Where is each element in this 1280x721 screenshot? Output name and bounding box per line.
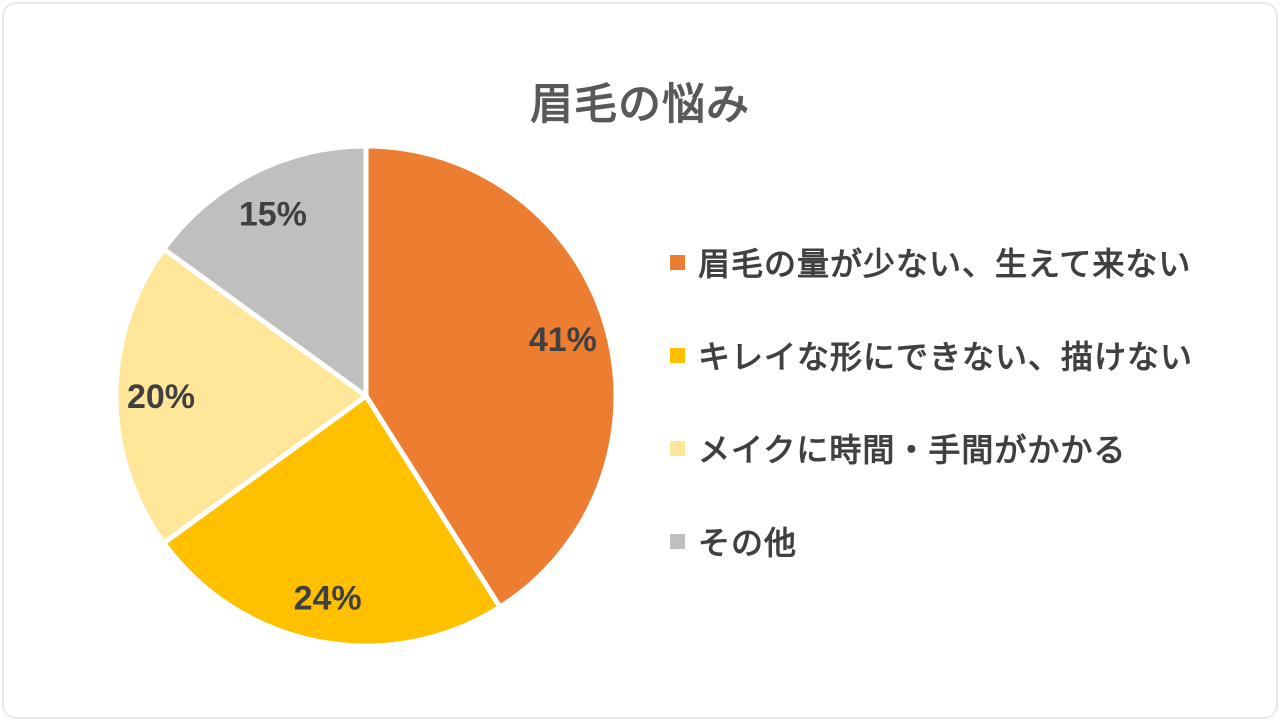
legend-item-0: 眉毛の量が少ない、生えて来ない [670,242,1193,282]
legend-swatch-icon [670,533,685,549]
legend-label: その他 [698,525,798,561]
legend: 眉毛の量が少ない、生えて来ない キレイな形にできない、描けない メイクに時間・手… [670,242,1193,561]
pie-slice-3 [161,143,369,399]
legend-item-1: キレイな形にできない、描けない [670,335,1193,375]
pie-data-label: 20% [127,378,195,416]
legend-item-3: その他 [670,521,1193,561]
pie-slices [113,143,619,649]
pie-slice-1 [161,393,503,649]
legend-label: 眉毛の量が少ない、生えて来ない [698,246,1192,282]
legend-label: キレイな形にできない、描けない [698,339,1194,375]
legend-item-2: メイクに時間・手間がかかる [670,428,1193,468]
pie-slice-2 [113,246,369,546]
legend-swatch-icon [670,347,685,363]
legend-swatch-icon [670,254,685,270]
chart-title: 眉毛の悩み [530,81,750,129]
pie-data-label: 41% [529,321,597,359]
pie-labels: 41% 24% 20% 15% [127,196,597,618]
legend-label: メイクに時間・手間がかかる [698,432,1127,468]
legend-swatch-icon [670,440,685,456]
pie-data-label: 24% [294,580,362,618]
pie-chart: 41% 24% 20% 15% [113,143,619,649]
pie-data-label: 15% [239,196,307,234]
